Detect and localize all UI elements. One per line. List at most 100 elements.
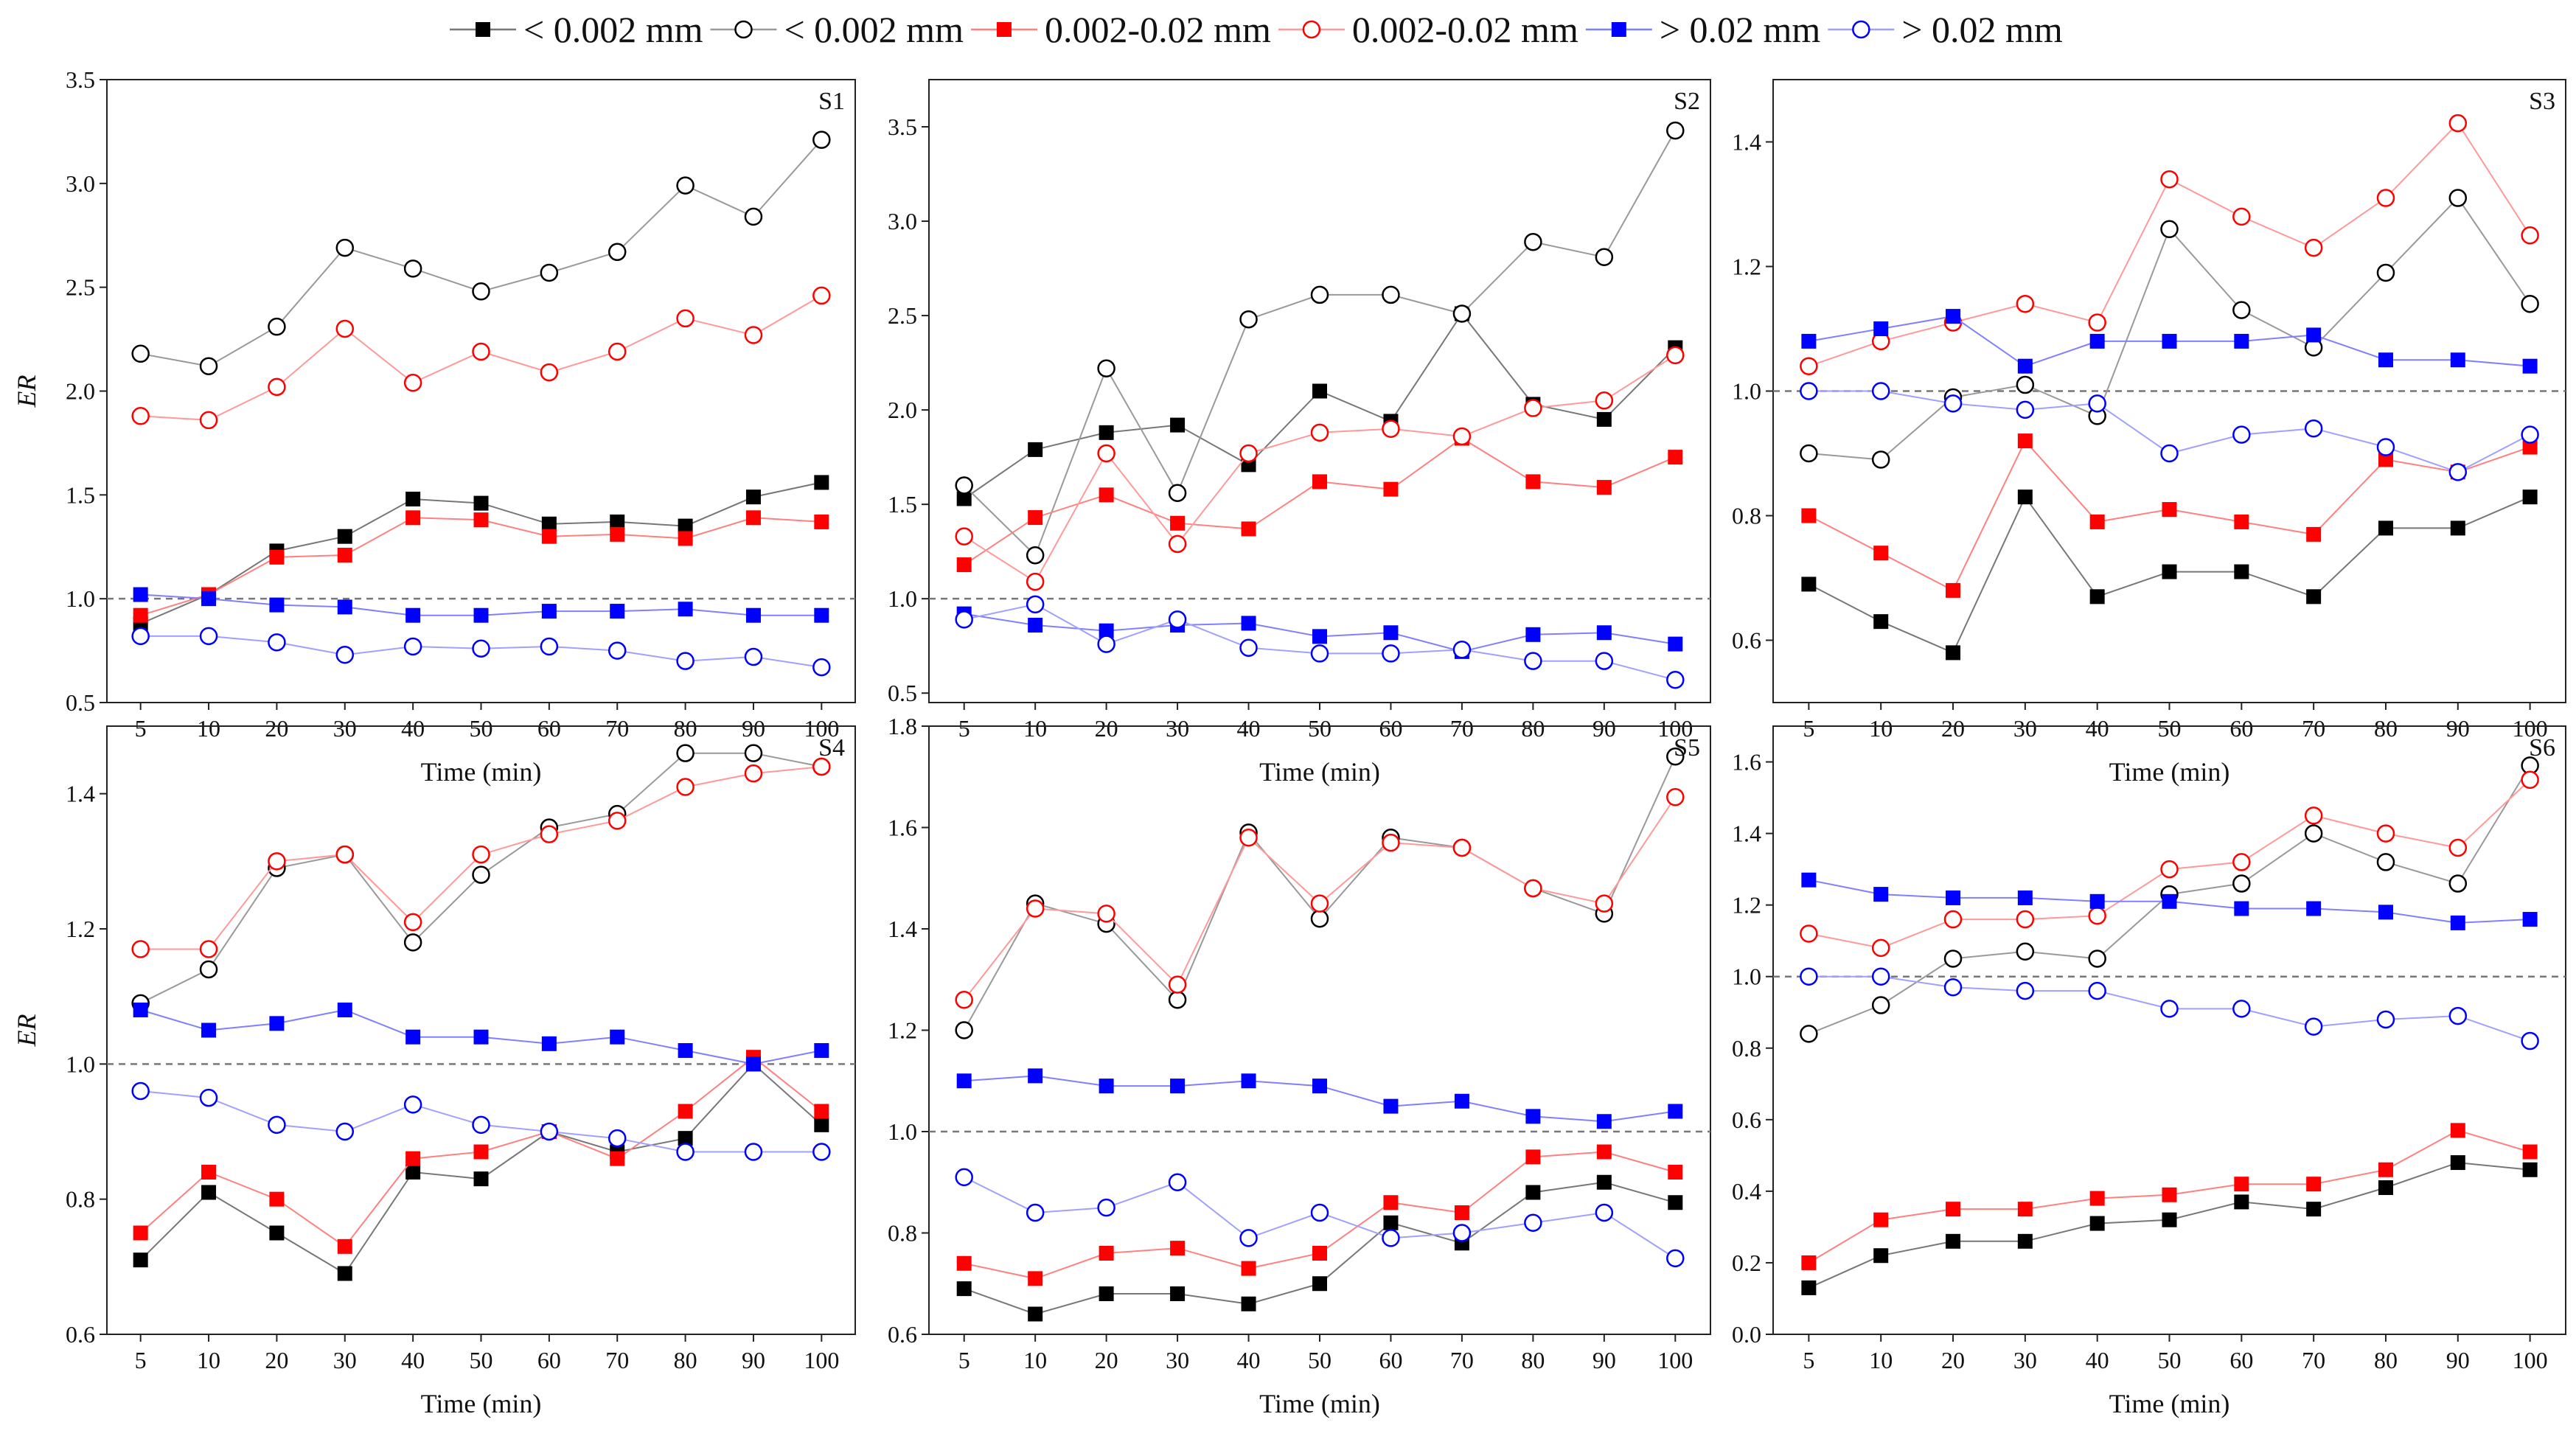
y-tick-label: 1.6 [1732, 749, 1761, 776]
legend-entry: < 0.002 mm [450, 9, 703, 50]
series-3 [1800, 770, 2539, 958]
x-tick-label: 10 [1023, 715, 1047, 742]
x-tick-label: 70 [2302, 715, 2325, 742]
data-point [1666, 121, 1685, 140]
data-point [541, 529, 557, 544]
data-point [678, 531, 693, 546]
y-tick-label: 2.0 [66, 378, 95, 405]
data-point [2089, 1191, 2105, 1206]
series-4 [133, 587, 829, 623]
x-tick-label: 40 [2086, 715, 2109, 742]
series-0 [1801, 1155, 2538, 1295]
x-tick-label: 30 [2013, 715, 2037, 742]
data-point [814, 607, 829, 623]
y-tick-label: 1.5 [66, 481, 95, 508]
data-point [403, 259, 422, 278]
data-point [268, 317, 286, 336]
series-line [140, 139, 823, 367]
data-point [1596, 480, 1612, 495]
data-point [2016, 400, 2035, 419]
data-point [2448, 838, 2468, 857]
data-point [473, 1171, 489, 1187]
panel-label: S6 [2529, 734, 2555, 762]
y-tick-label: 1.0 [66, 1050, 95, 1077]
x-tick-label: 60 [2229, 1347, 2253, 1373]
data-point [1097, 444, 1115, 463]
data-point [403, 637, 422, 656]
x-tick-label: 60 [537, 715, 561, 742]
data-point [1026, 572, 1045, 591]
data-point [2089, 514, 2105, 529]
x-tick-label: 10 [1869, 1347, 1893, 1373]
y-tick-label: 2.5 [888, 302, 917, 329]
x-tick-label: 30 [1166, 1347, 1189, 1373]
data-point [403, 933, 422, 952]
y-tick-label: 0.8 [1732, 503, 1761, 529]
y-tick-label: 1.0 [888, 1118, 917, 1145]
x-tick-label: 40 [401, 1347, 425, 1373]
x-axis-title: Time (min) [1259, 757, 1380, 787]
data-point [199, 960, 218, 979]
data-point [403, 373, 422, 392]
data-point [2089, 333, 2105, 349]
data-point [269, 1225, 285, 1241]
data-point [2017, 1233, 2033, 1249]
data-point [199, 940, 218, 958]
data-point [1170, 1286, 1186, 1301]
x-tick-label: 10 [197, 715, 220, 742]
data-point [2160, 220, 2179, 239]
data-point [403, 1095, 422, 1114]
panel-s5: 0.6 0.8 1.0 1.2 1.4 1.6 1.8 5 10 20 30 40 50 60 70 80 90… [888, 713, 1711, 1418]
data-point [1668, 1165, 1683, 1180]
data-point [131, 940, 150, 958]
data-point [744, 647, 763, 666]
y-tick-label: 0.2 [1732, 1250, 1761, 1276]
data-point [1871, 382, 1890, 400]
data-point [1801, 333, 1817, 349]
data-point [678, 1043, 693, 1058]
data-point [133, 1252, 148, 1268]
x-axis-title: Time (min) [421, 757, 542, 787]
data-point [1099, 1079, 1114, 1094]
data-point [812, 1143, 831, 1161]
data-point [403, 913, 422, 932]
data-point [610, 514, 625, 529]
x-tick-label: 10 [1023, 1347, 1047, 1373]
data-point [2232, 853, 2251, 871]
data-point [1312, 1276, 1327, 1292]
series-0 [133, 475, 829, 631]
data-point [1943, 394, 1963, 413]
y-tick-label: 0.5 [888, 680, 917, 706]
data-point [2016, 981, 2035, 1000]
data-point [2522, 489, 2538, 505]
data-point [2376, 438, 2395, 456]
data-point [1668, 450, 1683, 465]
data-point [2088, 981, 2106, 1000]
x-tick-label: 80 [674, 1347, 697, 1373]
data-point [2306, 526, 2322, 542]
panel-s4: 0.6 0.8 1.0 1.2 1.4 5 10 20 30 40 50 60 70 80 90 100 S4 T… [12, 725, 856, 1418]
data-point [1028, 510, 1043, 526]
series-3 [955, 346, 1685, 591]
data-point [473, 512, 489, 528]
data-point [337, 529, 352, 544]
data-point [335, 319, 355, 338]
data-point [335, 845, 355, 864]
data-point [2450, 352, 2465, 368]
data-point [405, 1165, 421, 1180]
data-point [1382, 1229, 1400, 1247]
data-point [1873, 614, 1889, 630]
data-point [2089, 589, 2105, 604]
data-point [744, 744, 763, 762]
data-point [337, 548, 352, 563]
series-2 [133, 510, 829, 623]
data-point [1871, 450, 1890, 469]
data-point [744, 764, 763, 783]
series-4 [133, 1003, 829, 1072]
data-point [2448, 1006, 2468, 1025]
data-point [472, 1115, 490, 1135]
series-line [963, 756, 1677, 1031]
data-point [472, 282, 490, 301]
panel-s6: 0.0 0.2 0.4 0.6 0.8 1.0 1.2 1.4 1.6 5 10 20 30 40 50 60… [1732, 725, 2566, 1418]
data-point [1943, 978, 1963, 997]
